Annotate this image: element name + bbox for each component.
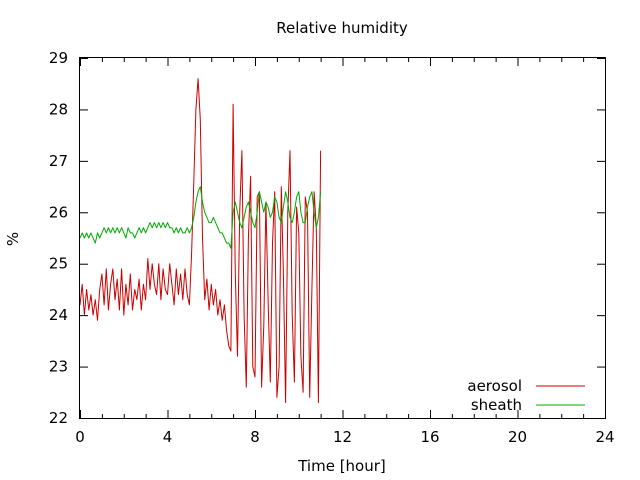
x-tick-label-16: 16 <box>420 428 439 446</box>
series-line-sheath <box>79 186 322 249</box>
y-tick-label-24: 24 <box>49 306 68 324</box>
axis-ticks <box>80 58 606 419</box>
axis-tick-labels: 0 4 8 12 16 20 24 22 23 24 25 26 27 28 29 <box>49 49 615 446</box>
legend-label-sheath: sheath <box>471 396 522 414</box>
chart-title: Relative humidity <box>276 19 408 37</box>
legend: aerosol sheath <box>467 377 585 414</box>
legend-label-aerosol: aerosol <box>467 377 522 395</box>
x-tick-label-0: 0 <box>75 428 85 446</box>
y-tick-label-28: 28 <box>49 100 68 118</box>
y-tick-label-27: 27 <box>49 152 68 170</box>
x-tick-label-24: 24 <box>595 428 614 446</box>
x-tick-label-8: 8 <box>250 428 260 446</box>
x-axis-title: Time [hour] <box>297 457 386 475</box>
plot-frame <box>79 57 606 419</box>
y-tick-label-23: 23 <box>49 358 68 376</box>
y-tick-label-29: 29 <box>49 49 68 67</box>
x-tick-label-12: 12 <box>333 428 352 446</box>
y-tick-label-25: 25 <box>49 255 68 273</box>
series-line-aerosol <box>79 78 322 404</box>
y-axis-title: % <box>4 232 22 246</box>
y-tick-label-22: 22 <box>49 409 68 427</box>
y-tick-label-26: 26 <box>49 203 68 221</box>
x-tick-label-20: 20 <box>508 428 527 446</box>
x-tick-label-4: 4 <box>163 428 173 446</box>
series-layer <box>79 78 322 404</box>
